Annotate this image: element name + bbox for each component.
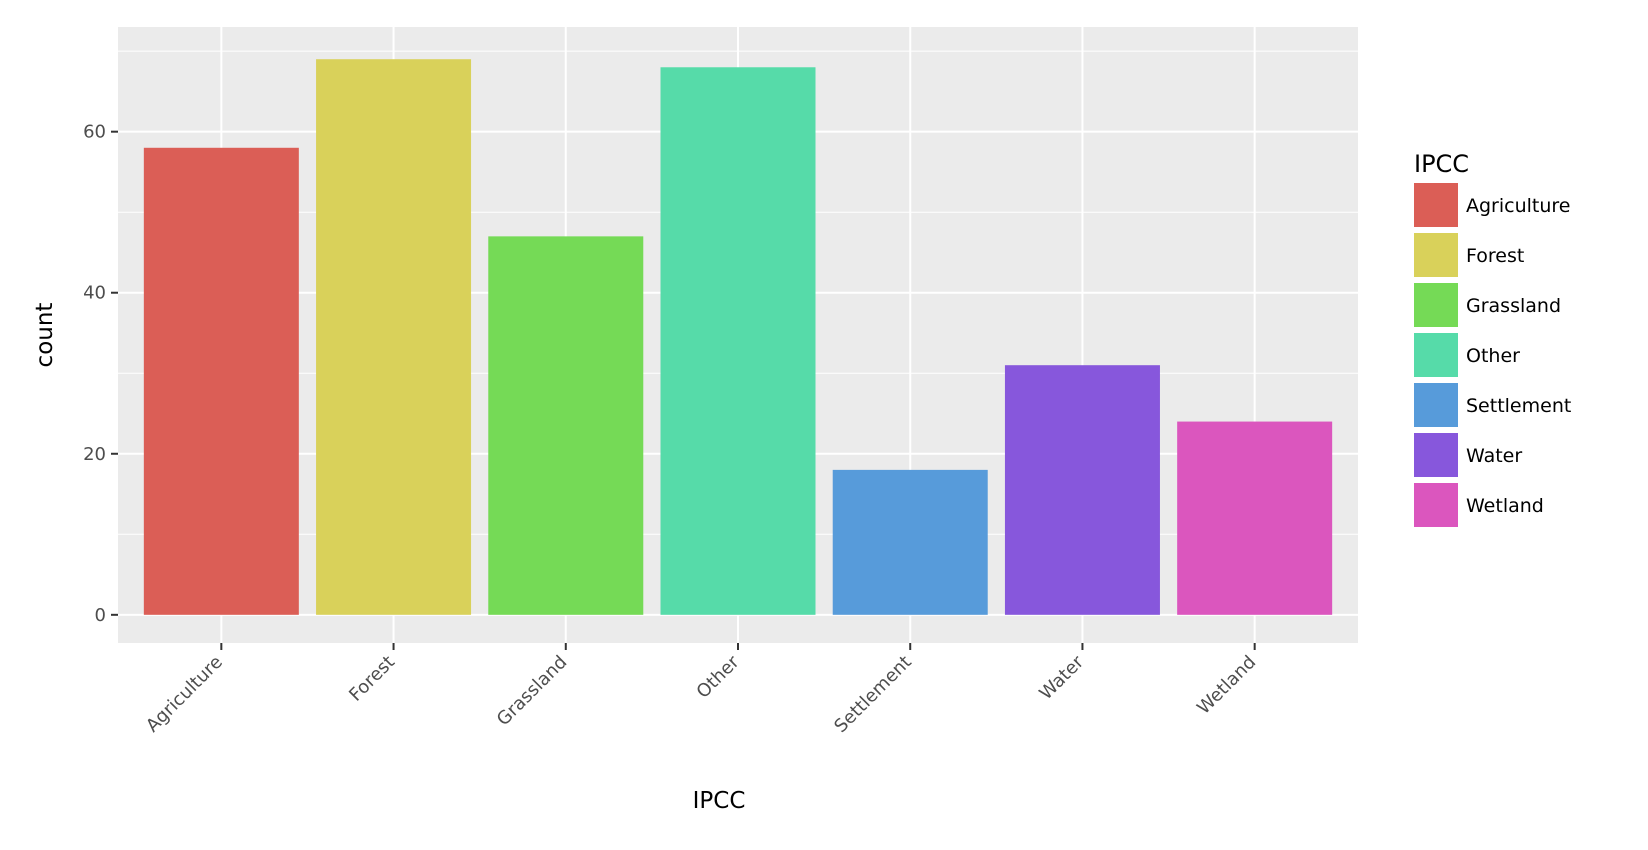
legend-title: IPCC	[1414, 150, 1469, 178]
legend-label: Grassland	[1466, 295, 1561, 317]
y-tick-label: 60	[83, 122, 106, 143]
x-tick-label: Water	[1035, 651, 1088, 704]
x-tick-label: Wetland	[1193, 652, 1260, 719]
legend: IPCC Agriculture Forest Grassland Other Sett…	[1414, 150, 1571, 527]
bar-forest	[316, 59, 472, 615]
legend-key-water	[1414, 433, 1458, 477]
x-tick-label: Forest	[345, 652, 399, 706]
legend-entries: Agriculture Forest Grassland Other Settlemen…	[1414, 183, 1571, 527]
x-tick-label: Grassland	[493, 652, 571, 730]
bar-agriculture	[143, 147, 299, 615]
x-tick-label: Agriculture	[142, 652, 227, 737]
bars	[143, 59, 1333, 615]
legend-label: Agriculture	[1466, 195, 1571, 217]
bar-grassland	[488, 236, 644, 615]
legend-key-other	[1414, 333, 1458, 377]
x-axis-title: IPCC	[693, 788, 746, 814]
legend-key-forest	[1414, 233, 1458, 277]
bar-settlement	[832, 469, 988, 615]
legend-label: Forest	[1466, 245, 1524, 267]
y-axis-title: count	[32, 303, 58, 368]
x-tick-label: Settlement	[830, 652, 915, 737]
y-axis-ticks: 0 20 40 60	[83, 122, 118, 626]
legend-label: Wetland	[1466, 495, 1544, 517]
y-tick-label: 20	[83, 444, 106, 465]
y-tick-label: 0	[95, 605, 106, 626]
bar-water	[1004, 365, 1160, 615]
legend-label: Water	[1466, 445, 1522, 467]
x-tick-label: Other	[693, 651, 744, 702]
legend-key-settlement	[1414, 383, 1458, 427]
legend-key-grassland	[1414, 283, 1458, 327]
bar-wetland	[1177, 421, 1333, 615]
legend-label: Other	[1466, 345, 1520, 367]
bar-other	[660, 67, 816, 615]
y-tick-label: 40	[83, 283, 106, 304]
legend-key-agriculture	[1414, 183, 1458, 227]
legend-label: Settlement	[1466, 395, 1571, 417]
legend-key-wetland	[1414, 483, 1458, 527]
x-axis-ticks: Agriculture Forest Grassland Other Settlemen…	[142, 643, 1260, 737]
